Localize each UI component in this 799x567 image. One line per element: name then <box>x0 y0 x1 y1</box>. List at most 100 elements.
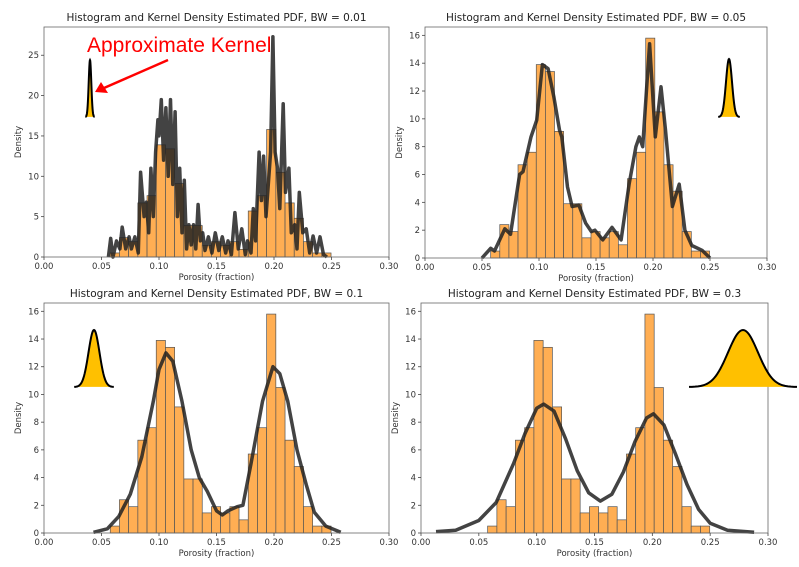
histogram-bar <box>257 427 267 534</box>
kde-curve <box>93 351 342 534</box>
x-tick-label: 0.20 <box>265 538 284 548</box>
histogram-bar <box>636 151 647 259</box>
y-tick-label: 16 <box>409 31 420 41</box>
x-tick-label: 0.30 <box>380 262 399 272</box>
axes-frame <box>43 26 390 258</box>
y-tick-label: 4 <box>415 198 420 208</box>
histogram-bar <box>174 406 185 534</box>
x-tick-label: 0.05 <box>473 263 492 273</box>
histogram-bar <box>128 506 139 534</box>
histogram-bar <box>616 519 627 534</box>
y-tick-label: 20 <box>28 92 39 102</box>
histogram-bar <box>183 478 194 534</box>
x-tick-label: 0.10 <box>527 538 546 548</box>
histogram-bar <box>487 525 498 534</box>
annotation-text: Approximate Kernel <box>87 34 271 57</box>
y-axis-label: Density <box>391 402 401 434</box>
x-tick-label: 0.30 <box>758 263 777 273</box>
y-axis-label: Density <box>14 126 24 158</box>
histogram-bar <box>589 506 600 534</box>
subplot-4: Histogram and Kernel Density Estimated P… <box>391 288 798 559</box>
subplot-title: Histogram and Kernel Density Estimated P… <box>66 12 366 24</box>
x-tick-label: 0.10 <box>150 538 169 548</box>
histogram-bar <box>146 427 157 534</box>
y-axis-label: Density <box>395 126 405 158</box>
y-tick-label: 16 <box>405 307 416 317</box>
y-tick-label: 0 <box>411 529 416 539</box>
x-tick-label: 0.25 <box>701 263 720 273</box>
histogram-bar <box>496 499 507 534</box>
histogram-bar <box>303 506 313 534</box>
x-tick-label: 0.20 <box>265 262 284 272</box>
histogram-bar <box>165 346 175 534</box>
x-axis-label: Porosity (fraction) <box>179 549 255 559</box>
y-tick-label: 0 <box>415 254 420 264</box>
histogram-bar <box>700 525 711 534</box>
histogram-bar <box>653 387 664 534</box>
x-tick-label: 0.00 <box>35 262 54 272</box>
y-tick-label: 10 <box>409 115 420 125</box>
subplot-title: Histogram and Kernel Density Estimated P… <box>448 288 741 300</box>
x-axis-label: Porosity (fraction) <box>557 549 633 559</box>
arrow-head-icon <box>95 82 108 93</box>
y-tick-label: 5 <box>34 213 39 223</box>
x-tick-label: 0.30 <box>380 538 399 548</box>
approximate-kernel-annotation: Approximate Kernel <box>87 34 271 93</box>
y-tick-label: 15 <box>28 132 39 142</box>
subplot-title: Histogram and Kernel Density Estimated P… <box>70 288 363 300</box>
subplot-3: Histogram and Kernel Density Estimated P… <box>14 288 398 559</box>
histogram-bar <box>542 346 553 534</box>
kernel-shape-icon <box>74 328 114 388</box>
y-tick-label: 10 <box>28 172 39 182</box>
histogram-bar <box>201 512 212 534</box>
y-tick-label: 2 <box>34 501 39 511</box>
x-tick-label: 0.00 <box>412 538 431 548</box>
x-tick-label: 0.25 <box>322 538 341 548</box>
y-tick-label: 0 <box>34 529 39 539</box>
histogram-bar <box>275 387 286 534</box>
y-tick-label: 2 <box>411 501 416 511</box>
x-tick-label: 0.00 <box>416 263 435 273</box>
subplot-1: Histogram and Kernel Density Estimated P… <box>14 12 398 283</box>
histogram-bar <box>561 478 572 534</box>
histogram-bar <box>570 478 581 534</box>
histogram-bar <box>312 525 323 534</box>
kernel-shape-icon <box>85 57 95 118</box>
kde-curve <box>106 34 328 259</box>
x-tick-label: 0.15 <box>585 538 604 548</box>
histogram-bar <box>192 478 203 534</box>
histogram-bar <box>626 453 637 534</box>
y-tick-label: 14 <box>409 59 420 69</box>
histogram-bar <box>579 512 590 534</box>
histogram-bar <box>526 151 537 259</box>
x-tick-label: 0.15 <box>207 262 226 272</box>
histogram-bar <box>635 427 646 534</box>
histogram-bar <box>663 439 674 534</box>
histogram-bar <box>607 506 618 534</box>
y-tick-label: 14 <box>28 335 39 345</box>
x-tick-label: 0.05 <box>469 538 488 548</box>
histogram-bar <box>524 427 535 534</box>
histogram-bar <box>533 340 544 534</box>
y-tick-label: 0 <box>34 253 39 263</box>
y-tick-label: 12 <box>409 87 420 97</box>
x-tick-label: 0.05 <box>92 538 111 548</box>
x-tick-label: 0.25 <box>701 538 720 548</box>
y-tick-label: 25 <box>28 51 39 61</box>
kernel-shape-fill <box>689 330 797 387</box>
histogram-bar <box>644 313 655 534</box>
histogram-bar <box>598 512 609 534</box>
y-tick-label: 6 <box>34 446 39 456</box>
subplot-title: Histogram and Kernel Density Estimated P… <box>446 12 746 24</box>
y-tick-label: 6 <box>415 171 420 181</box>
arrow-shaft <box>103 58 169 90</box>
y-tick-label: 12 <box>405 363 416 373</box>
x-tick-label: 0.10 <box>150 262 169 272</box>
histogram-bar <box>505 506 516 534</box>
kernel-shape-icon <box>718 57 740 118</box>
kernel-shape-fill <box>85 60 95 117</box>
kernel-shape-fill <box>74 330 114 387</box>
histogram-bar <box>681 506 692 534</box>
y-tick-label: 8 <box>415 143 420 153</box>
y-tick-label: 10 <box>405 390 416 400</box>
